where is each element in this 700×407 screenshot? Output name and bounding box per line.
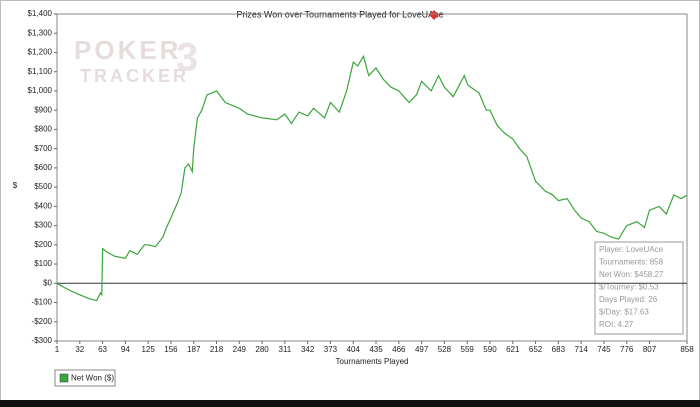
x-tick-label: 466 bbox=[392, 345, 406, 354]
x-tick-label: 652 bbox=[529, 345, 543, 354]
watermark: POKER bbox=[74, 35, 181, 65]
x-tick-label: 32 bbox=[75, 345, 84, 354]
y-tick-label: $300 bbox=[34, 221, 52, 230]
x-tick-label: 63 bbox=[98, 345, 107, 354]
x-tick-label: 858 bbox=[680, 345, 694, 354]
x-tick-label: 528 bbox=[438, 345, 452, 354]
x-tick-label: 187 bbox=[187, 345, 201, 354]
y-tick-label: $400 bbox=[34, 201, 52, 210]
y-tick-label: $900 bbox=[34, 105, 52, 114]
x-tick-label: 776 bbox=[620, 345, 634, 354]
info-box bbox=[594, 241, 684, 335]
x-tick-label: 280 bbox=[255, 345, 269, 354]
x-tick-label: 497 bbox=[415, 345, 429, 354]
legend-box bbox=[54, 369, 116, 387]
info-line: Tournaments: 858 bbox=[599, 258, 664, 267]
y-tick-label: -$100 bbox=[32, 298, 53, 307]
y-tick-label: $1,200 bbox=[28, 48, 53, 57]
y-tick-label: $1,000 bbox=[28, 86, 53, 95]
y-tick-label: $0 bbox=[43, 278, 52, 287]
bottom-bar bbox=[0, 400, 700, 407]
y-tick-label: $100 bbox=[34, 259, 52, 268]
info-line: $/Day: $17.63 bbox=[599, 308, 649, 317]
title-icon bbox=[429, 10, 439, 20]
y-tick-label: -$200 bbox=[32, 317, 53, 326]
x-tick-label: 342 bbox=[301, 345, 315, 354]
info-line: $/Tourney: $0.53 bbox=[599, 283, 659, 292]
x-tick-label: 590 bbox=[483, 345, 497, 354]
y-tick-label: $600 bbox=[34, 163, 52, 172]
legend-swatch bbox=[59, 373, 69, 383]
x-tick-label: 621 bbox=[506, 345, 520, 354]
y-tick-label: -$300 bbox=[32, 336, 53, 345]
x-tick-label: 559 bbox=[461, 345, 475, 354]
y-tick-label: $200 bbox=[34, 240, 52, 249]
x-tick-label: 311 bbox=[279, 345, 292, 354]
line-series bbox=[56, 54, 688, 302]
x-tick-label: 807 bbox=[643, 345, 657, 354]
info-line: Player: LoveUAce bbox=[599, 245, 664, 254]
x-tick-label: 94 bbox=[121, 345, 130, 354]
y-tick-label: $700 bbox=[34, 144, 52, 153]
info-line: Net Won: $458.27 bbox=[599, 270, 664, 279]
x-tick-label: 745 bbox=[597, 345, 611, 354]
watermark: 3 bbox=[176, 36, 198, 80]
legend-label: Net Won ($) bbox=[71, 374, 114, 383]
x-tick-label: 714 bbox=[574, 345, 588, 354]
x-tick-label: 156 bbox=[164, 345, 178, 354]
x-tick-label: 249 bbox=[233, 345, 247, 354]
y-tick-label: $800 bbox=[34, 125, 52, 134]
y-tick-label: $1,400 bbox=[28, 9, 53, 18]
x-tick-label: 1 bbox=[55, 345, 60, 354]
plot-area bbox=[56, 13, 688, 342]
x-tick-label: 218 bbox=[210, 345, 224, 354]
y-tick-label: $500 bbox=[34, 182, 52, 191]
watermark: TRACKER bbox=[80, 66, 189, 86]
x-tick-label: 404 bbox=[347, 345, 361, 354]
info-line: Days Played: 26 bbox=[599, 295, 658, 304]
x-tick-label: 125 bbox=[141, 345, 155, 354]
x-axis-label: Tournaments Played bbox=[336, 357, 409, 366]
x-tick-label: 435 bbox=[369, 345, 383, 354]
x-tick-label: 683 bbox=[552, 345, 566, 354]
y-tick-label: $1,100 bbox=[28, 67, 53, 76]
info-line: ROI: 4.27 bbox=[599, 320, 634, 329]
y-axis-label: $ bbox=[13, 181, 18, 190]
y-tick-label: $1,300 bbox=[28, 28, 53, 37]
x-tick-label: 373 bbox=[324, 345, 338, 354]
